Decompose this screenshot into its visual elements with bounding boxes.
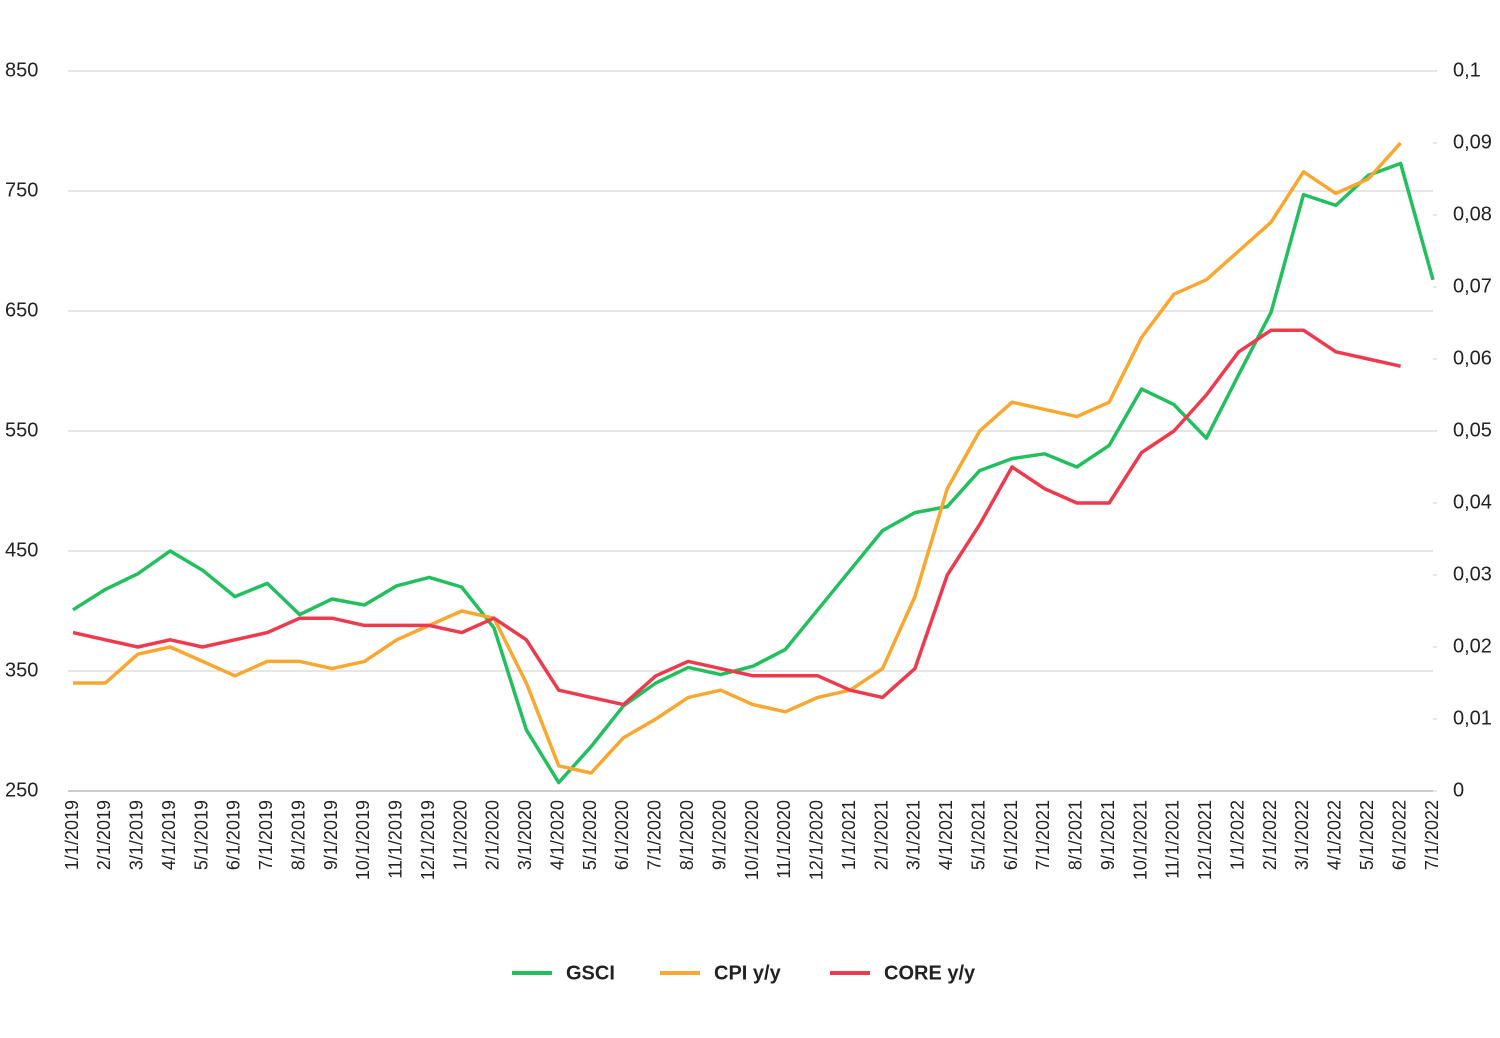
x-tick-label: 1/1/2022 xyxy=(1227,800,1247,870)
y2-tick-label: 0,01 xyxy=(1453,707,1492,729)
x-tick-label: 8/1/2020 xyxy=(677,800,697,870)
y2-tick-label: 0,03 xyxy=(1453,563,1492,585)
x-tick-label: 2/1/2021 xyxy=(871,800,891,870)
x-tick-label: 2/1/2019 xyxy=(94,800,114,870)
x-tick-label: 7/1/2021 xyxy=(1033,800,1053,870)
y-tick-label: 250 xyxy=(5,779,38,801)
x-tick-label: 12/1/2020 xyxy=(807,800,827,880)
x-tick-label: 1/1/2021 xyxy=(839,800,859,870)
x-tick-label: 6/1/2019 xyxy=(224,800,244,870)
x-tick-label: 12/1/2019 xyxy=(418,800,438,880)
x-tick-label: 3/1/2021 xyxy=(904,800,924,870)
legend-label: CPI y/y xyxy=(714,962,782,984)
y2-tick-label: 0,05 xyxy=(1453,419,1492,441)
x-tick-label: 1/1/2019 xyxy=(62,800,82,870)
x-tick-label: 12/1/2021 xyxy=(1195,800,1215,880)
y2-tick-label: 0,06 xyxy=(1453,347,1492,369)
y-tick-label: 350 xyxy=(5,659,38,681)
x-tick-label: 11/1/2021 xyxy=(1163,800,1183,879)
x-tick-label: 5/1/2020 xyxy=(580,800,600,870)
y-tick-label: 650 xyxy=(5,299,38,321)
y2-tick-label: 0,02 xyxy=(1453,635,1492,657)
x-tick-label: 4/1/2020 xyxy=(547,800,567,870)
y2-tick-label: 0,07 xyxy=(1453,275,1492,297)
x-tick-label: 7/1/2022 xyxy=(1422,800,1442,870)
x-tick-label: 10/1/2020 xyxy=(742,800,762,880)
y-tick-label: 550 xyxy=(5,419,38,441)
x-tick-label: 4/1/2022 xyxy=(1325,800,1345,870)
x-tick-label: 6/1/2022 xyxy=(1389,800,1409,870)
x-tick-label: 4/1/2019 xyxy=(159,800,179,870)
y2-tick-label: 0,09 xyxy=(1453,131,1492,153)
x-tick-label: 7/1/2019 xyxy=(256,800,276,870)
legend-label: GSCI xyxy=(566,962,615,984)
x-tick-label: 6/1/2020 xyxy=(612,800,632,870)
x-tick-label: 3/1/2020 xyxy=(515,800,535,870)
y-tick-label: 750 xyxy=(5,179,38,201)
x-tick-label: 4/1/2021 xyxy=(936,800,956,870)
y2-tick-label: 0,1 xyxy=(1453,59,1481,81)
legend-label: CORE y/y xyxy=(884,962,976,984)
series-line xyxy=(72,328,1401,707)
x-tick-label: 8/1/2021 xyxy=(1066,800,1086,870)
x-tick-label: 8/1/2019 xyxy=(288,800,308,870)
x-tick-label: 11/1/2020 xyxy=(774,800,794,879)
x-tick-label: 9/1/2019 xyxy=(321,800,341,870)
y-tick-label: 850 xyxy=(5,59,38,81)
y2-tick-label: 0,08 xyxy=(1453,203,1492,225)
x-tick-label: 5/1/2022 xyxy=(1357,800,1377,870)
y2-tick-label: 0 xyxy=(1453,779,1464,801)
series-line xyxy=(73,141,1402,775)
x-tick-label: 11/1/2019 xyxy=(386,800,406,879)
x-tick-label: 3/1/2019 xyxy=(127,800,147,870)
x-tick-label: 2/1/2022 xyxy=(1260,800,1280,870)
x-tick-label: 7/1/2020 xyxy=(645,800,665,870)
x-tick-label: 5/1/2019 xyxy=(191,800,211,870)
x-tick-label: 10/1/2019 xyxy=(353,800,373,880)
x-tick-label: 3/1/2022 xyxy=(1292,800,1312,870)
x-tick-label: 6/1/2021 xyxy=(1001,800,1021,870)
x-tick-label: 9/1/2021 xyxy=(1098,800,1118,870)
x-tick-label: 9/1/2020 xyxy=(709,800,729,870)
x-tick-label: 2/1/2020 xyxy=(483,800,503,870)
x-tick-label: 5/1/2021 xyxy=(968,800,988,870)
x-tick-label: 1/1/2020 xyxy=(450,800,470,870)
x-tick-label: 10/1/2021 xyxy=(1130,800,1150,880)
y-tick-label: 450 xyxy=(5,539,38,561)
y2-tick-label: 0,04 xyxy=(1453,491,1492,513)
series-line xyxy=(72,161,1435,785)
